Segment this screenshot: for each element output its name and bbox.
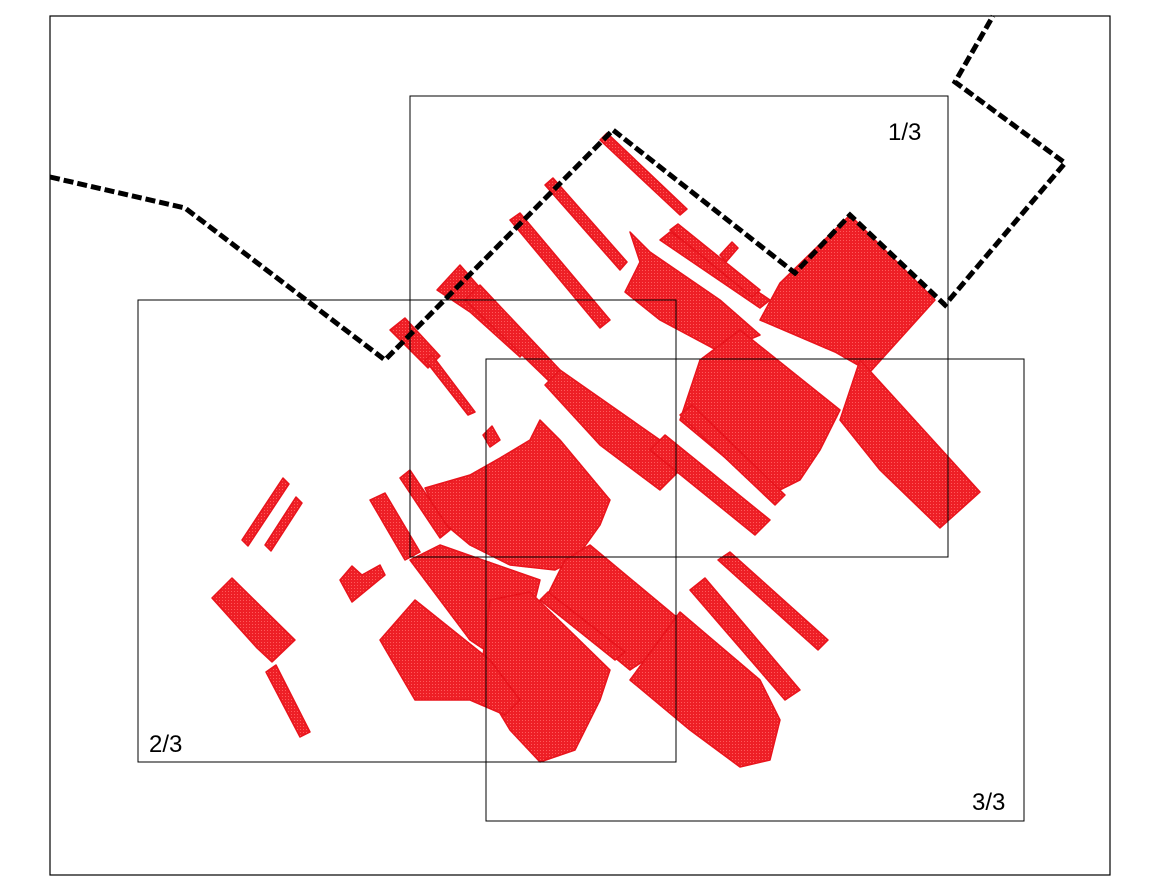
parcel <box>759 214 936 373</box>
parcel <box>649 434 771 536</box>
parcel <box>717 551 829 651</box>
sheet-frame-3[interactable] <box>485 358 1025 822</box>
parcel <box>839 359 981 529</box>
parcel <box>482 425 501 448</box>
parcel <box>599 132 688 216</box>
parcel <box>679 329 841 496</box>
parcel <box>539 591 626 661</box>
parcel <box>424 419 611 571</box>
parcel-layer <box>211 132 981 768</box>
map-outer-frame <box>49 15 1111 876</box>
parcel <box>629 611 781 768</box>
parcel <box>544 177 628 271</box>
sheet-label-3: 3/3 <box>972 789 1005 816</box>
parcel <box>264 496 303 552</box>
parcel <box>339 564 386 603</box>
parcel <box>369 492 421 561</box>
parcel <box>211 577 296 663</box>
parcel <box>399 469 451 539</box>
municipal-boundary-line <box>49 14 1069 364</box>
parcel <box>379 599 521 716</box>
parcel <box>389 317 441 369</box>
parcel <box>424 354 476 416</box>
parcel <box>241 477 290 547</box>
parcel <box>509 212 611 329</box>
parcel <box>265 664 311 738</box>
sheet-frame-2[interactable] <box>137 299 677 763</box>
sheet-frame-1[interactable] <box>409 95 949 558</box>
parcel <box>689 577 801 701</box>
sheet-label-2: 2/3 <box>149 731 182 758</box>
sheet-label-1: 1/3 <box>888 119 921 146</box>
parcel <box>719 241 739 263</box>
parcel <box>679 404 786 506</box>
parcel <box>669 223 761 298</box>
